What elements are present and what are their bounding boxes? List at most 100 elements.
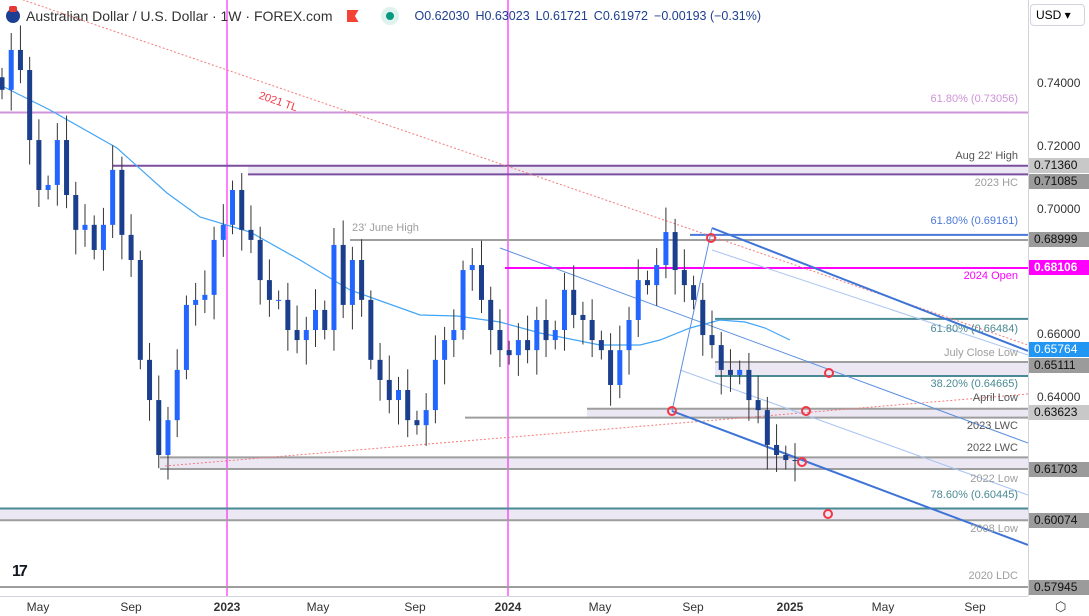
candle-body: [460, 270, 466, 331]
chart-canvas[interactable]: [0, 0, 1028, 596]
time-tick: Sep: [404, 600, 426, 614]
time-tick: Sep: [682, 600, 704, 614]
market-status-icon: [380, 7, 399, 25]
candle-body: [469, 265, 475, 271]
level-label: Aug 22' High: [955, 150, 1018, 163]
candle-body: [156, 400, 162, 456]
level-label: 38.20% (0.64665): [930, 377, 1018, 390]
chart-plot-area[interactable]: 61.80% (0.73056) Aug 22' High 2023 HC 61.80…: [0, 0, 1028, 596]
level-label: 2008 Low: [970, 522, 1018, 535]
level-label: 78.60% (0.60445): [930, 489, 1018, 502]
candle-body: [644, 280, 650, 286]
price-level-badge: 0.61703: [1029, 461, 1089, 477]
candle-body: [700, 299, 706, 336]
candle-body: [396, 390, 401, 401]
candle-body: [202, 294, 208, 300]
candle-body: [377, 359, 383, 380]
trendline-support: [164, 393, 1028, 467]
support-zone: [160, 457, 1028, 470]
level-label: 2022 Low: [970, 472, 1018, 485]
candle-body: [442, 340, 448, 360]
time-tick: May: [871, 600, 895, 614]
price-level-badge: 0.68106: [1029, 260, 1089, 276]
candle-body: [230, 189, 236, 225]
candle-body: [128, 234, 134, 261]
candle-body: [174, 369, 180, 421]
time-tick: 2024: [494, 600, 522, 614]
candle-body: [386, 379, 392, 401]
candle-body: [774, 444, 780, 456]
time-tick: 2025: [776, 600, 804, 614]
candle-body: [654, 265, 660, 286]
level-label: 2022 LWC: [966, 441, 1018, 454]
candle-body: [792, 460, 798, 462]
candle-body: [266, 280, 272, 300]
axis-settings-icon[interactable]: ⬡: [1055, 599, 1067, 614]
candle-body: [534, 319, 540, 351]
candle-body: [423, 410, 429, 426]
level-label: 2023 HC: [974, 176, 1018, 189]
ohlc-change: −0.00193 (−0.31%): [654, 9, 762, 23]
candle-body: [220, 224, 226, 240]
candle-body: [617, 350, 623, 385]
time-axis[interactable]: May Sep 2023 May Sep 2024 May Sep 2025 May Sep: [0, 596, 1028, 616]
candle-body: [571, 289, 577, 315]
candle-body: [589, 319, 595, 341]
price-tick: 0.70000: [1037, 201, 1081, 216]
time-tick: Sep: [120, 600, 142, 614]
marker-circle: [797, 457, 807, 467]
support-zone: [0, 508, 1028, 521]
support-zone: [248, 165, 1028, 175]
marker-circle: [823, 509, 833, 519]
marker-circle: [824, 368, 834, 378]
candle-body: [73, 195, 79, 230]
time-tick: May: [588, 600, 612, 614]
moving-average-line: [0, 84, 791, 346]
candle-body: [515, 340, 521, 356]
price-level-badge: 0.71085: [1029, 174, 1089, 190]
candle-body: [414, 420, 420, 426]
candle-body: [147, 359, 153, 401]
candle-body: [45, 184, 51, 190]
candle-body: [100, 224, 106, 250]
channel-mid-lower: [679, 369, 1028, 496]
candle-body: [285, 299, 291, 331]
time-tick: May: [26, 600, 50, 614]
time-tick: May: [306, 600, 330, 614]
ohlc-close: C0.61972: [593, 9, 649, 23]
candle-body: [257, 239, 263, 281]
tradingview-logo[interactable]: 17: [12, 563, 28, 580]
flag-icon[interactable]: [346, 10, 359, 22]
level-label: 2023 LWC: [966, 420, 1018, 433]
level-label: 61.80% (0.73056): [930, 93, 1018, 106]
candle-body: [718, 345, 724, 370]
symbol-title[interactable]: Australian Dollar / U.S. Dollar · 1W · F…: [26, 8, 333, 24]
price-level-badge: 0.65111: [1029, 358, 1089, 374]
price-level-badge: 0.63623: [1029, 404, 1089, 420]
ohlc-low: L0.61721: [535, 9, 588, 23]
candle-body: [183, 304, 189, 370]
channel-upper: [711, 227, 1028, 352]
candle-body: [525, 340, 531, 351]
candle-body: [211, 239, 217, 295]
candle-body: [193, 299, 199, 305]
level-label: 61.80% (0.69161): [930, 215, 1018, 228]
candle-body: [239, 189, 245, 230]
candle-body: [294, 330, 300, 341]
candle-body: [137, 260, 143, 360]
candle-body: [91, 224, 97, 250]
candle-body: [36, 140, 42, 190]
candle-body: [543, 319, 549, 341]
price-tick: 0.64000: [1037, 389, 1081, 404]
currency-selector[interactable]: USD ▾: [1030, 4, 1085, 26]
support-zone: [715, 362, 1028, 377]
price-level-badge: 0.68999: [1029, 232, 1089, 248]
price-axis[interactable]: 0.74000 0.72000 0.70000 0.66000 0.64000 0.713…: [1028, 0, 1089, 596]
candle-body: [54, 140, 60, 185]
candle-body: [432, 359, 438, 411]
candle-body: [405, 390, 411, 421]
candle-body: [488, 299, 494, 331]
channel-lower: [671, 410, 1028, 546]
ohlc-open: O0.62030: [414, 9, 470, 23]
candle-body: [359, 260, 365, 300]
